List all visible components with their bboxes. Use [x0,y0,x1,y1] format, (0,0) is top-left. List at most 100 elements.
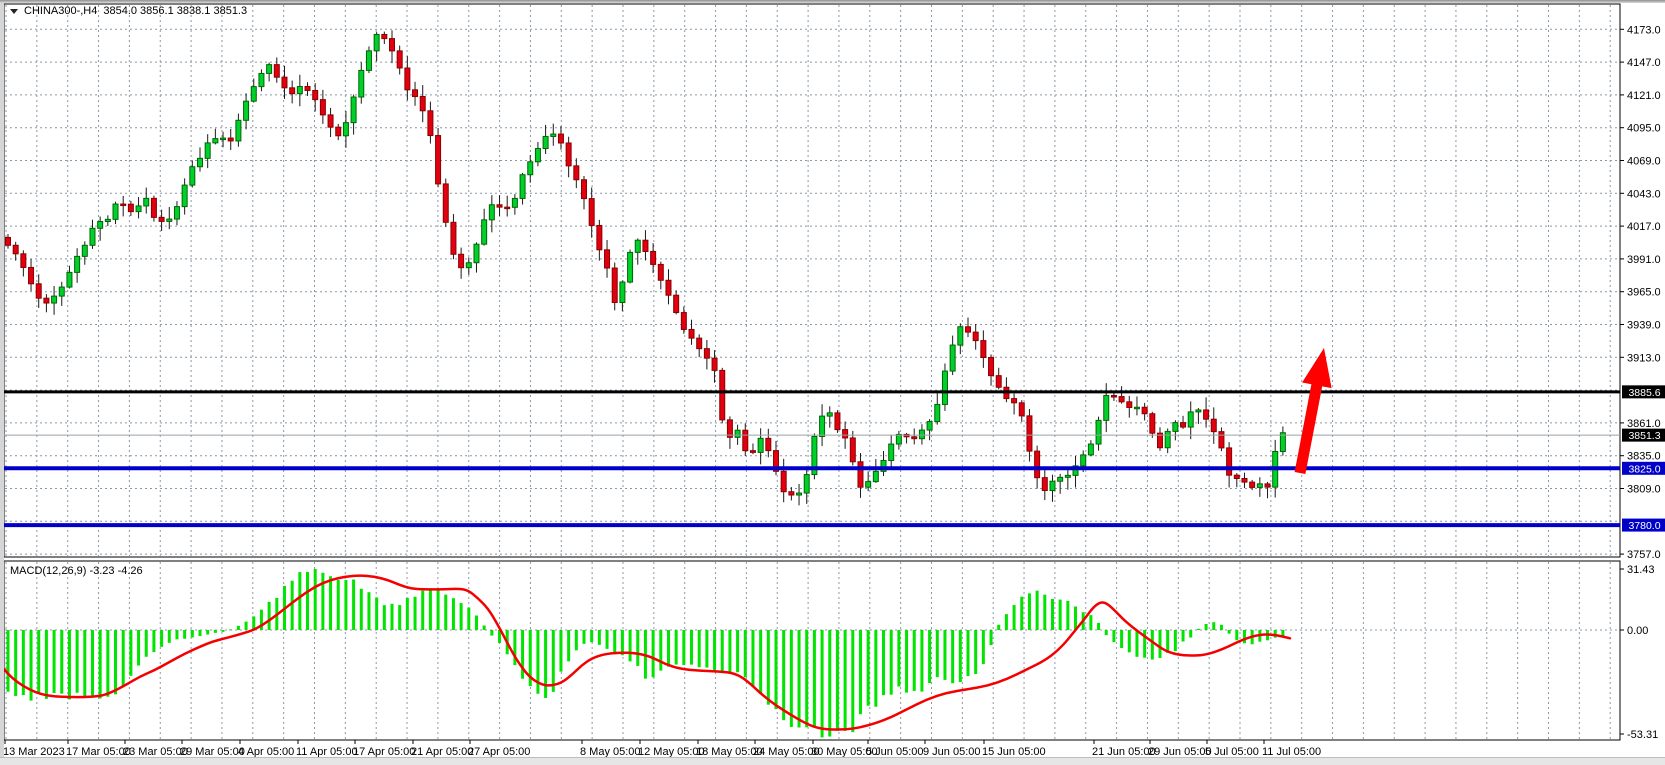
macd-histogram-bar [1273,630,1277,638]
time-axis-label: 27 Apr 05:00 [468,746,530,758]
macd-histogram-bar [1120,630,1124,649]
candle-bullish [258,72,265,88]
macd-scale-label: -53.31 [1627,729,1658,741]
macd-histogram-bar [451,598,455,630]
macd-histogram-bar [874,630,878,707]
candle-bearish [650,250,657,265]
candle-bullish [365,50,372,71]
macd-histogram-bar [628,630,632,662]
candle-bullish [1049,480,1056,491]
candle-bullish [1187,411,1194,428]
candle-bullish [220,137,227,141]
macd-histogram-bar [1189,630,1193,638]
candle-bullish [204,142,211,159]
candle-bearish [765,437,772,452]
macd-histogram-bar [812,630,816,728]
macd-histogram-bar [1058,599,1062,630]
macd-histogram-bar [498,630,502,643]
macd-histogram-bar [359,588,363,630]
time-axis-label: 11 Apr 05:00 [296,746,358,758]
macd-histogram-bar [897,630,901,687]
window-left-edge [0,3,4,757]
candle-bullish [235,119,242,142]
candle-bearish [1180,422,1187,428]
macd-histogram-bar [321,572,325,630]
macd-histogram-bar [728,630,732,673]
candle-bearish [911,436,918,440]
candle-bearish [688,328,695,339]
bullish-arrow-annotation[interactable] [1294,348,1332,474]
macd-histogram-bar [382,605,386,630]
window-top-edge [0,0,1665,3]
candle-bullish [250,86,257,102]
price-axis-label: 4173.0 [1627,24,1661,36]
candle-bullish [173,206,180,220]
candle-bearish [458,253,465,269]
candle-bearish [680,312,687,330]
candle-bearish [581,179,587,200]
macd-histogram-bar [1204,623,1208,630]
macd-histogram-bar [490,630,494,636]
candle-bearish [404,67,411,91]
macd-histogram-bar [1219,624,1223,630]
candle-bullish [112,203,119,220]
candle-bullish [519,174,526,199]
macd-histogram-bar [766,630,770,705]
candle-bearish [1118,396,1125,403]
macd-histogram-bar [1242,630,1246,644]
macd-histogram-bar [367,592,371,630]
macd-panel-border [3,560,1621,741]
macd-histogram-bar [29,630,33,701]
macd-histogram-bar [436,589,440,630]
macd-histogram-bar [751,630,755,688]
candle-bearish [719,369,726,421]
candle-bearish [1011,398,1018,404]
chevron-down-icon[interactable] [10,8,18,14]
candle-bullish [1057,476,1064,482]
candle-bearish [1034,450,1041,479]
macd-histogram-bar [782,630,786,721]
price-tag-text: 3851.3 [1628,430,1660,442]
macd-histogram-bar [1196,628,1200,630]
candle-bearish [965,326,971,333]
candle-bearish [573,165,580,181]
candle-bearish [749,450,756,453]
macd-histogram-bar [1027,593,1031,630]
time-axis-label: 13 Mar 2023 [3,746,65,758]
candle-bearish [604,249,611,269]
candle-bearish [1026,415,1033,452]
price-axis-label: 3939.0 [1627,320,1661,332]
macd-histogram-bar [290,580,294,630]
candle-bearish [980,340,987,359]
macd-histogram-bar [413,596,417,630]
price-axis-label: 3913.0 [1627,352,1661,364]
candle-bearish [834,412,841,431]
macd-histogram-bar [544,630,548,699]
time-axis-label: 5 Jun 05:00 [866,746,924,758]
macd-histogram-bar [467,607,471,630]
price-tag-3825.0 [1622,461,1665,475]
candle-bearish [419,96,426,112]
candle-bullish [481,219,488,245]
candle-bearish [5,236,11,246]
candle-bullish [634,239,641,253]
macd-histogram-bar [590,630,594,643]
candle-bearish [696,337,703,350]
macd-histogram-bar [851,630,855,733]
candle-bearish [150,197,157,218]
candle-bearish [1210,418,1217,433]
macd-histogram-bar [789,630,793,727]
macd-histogram-bar [1212,622,1216,630]
candle-bullish [511,197,518,208]
candle-bearish [412,89,419,98]
candle-bearish [1126,401,1133,408]
time-axis-label: 17 Mar 05:00 [66,746,131,758]
candle-bullish [212,138,219,144]
candle-bullish [296,85,303,95]
price-axis-label: 4043.0 [1627,188,1661,200]
macd-histogram-bar [267,601,271,630]
price-tag-3780.0 [1622,518,1665,532]
candle-bullish [473,243,480,264]
